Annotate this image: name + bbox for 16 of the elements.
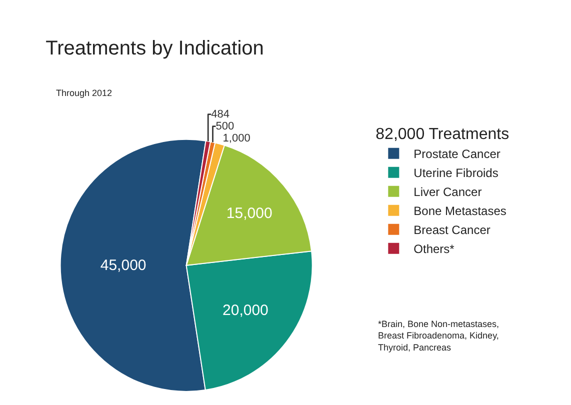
data-label: 45,000 <box>100 256 146 274</box>
data-label: 484 <box>211 108 230 120</box>
legend-label: Prostate Cancer <box>414 147 500 162</box>
data-label: 20,000 <box>222 302 268 320</box>
legend-label: Others* <box>414 242 455 256</box>
legend-label: Bone Metastases <box>414 204 506 218</box>
data-label: 15,000 <box>226 205 272 222</box>
chart-subtitle: Through 2012 <box>56 88 112 98</box>
legend-label: Breast Cancer <box>414 223 490 238</box>
legend-title: 82,000 Treatments <box>376 126 510 143</box>
legend-label: Liver Cancer <box>414 185 482 200</box>
data-label: 1,000 <box>222 132 250 144</box>
data-label: 500 <box>216 120 234 132</box>
legend-label: Uterine Fibroids <box>414 166 498 180</box>
chart-title: Treatments by Indication <box>46 38 264 60</box>
text: *Brain, Bone Non-metastases, Breast Fibroadenoma, Kidney, Thyroid, Pancreas <box>378 319 500 352</box>
